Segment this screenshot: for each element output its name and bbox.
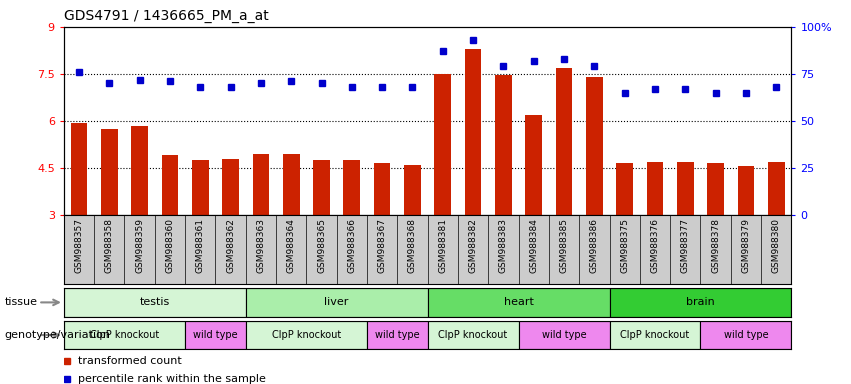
Text: wild type: wild type bbox=[542, 330, 586, 340]
Bar bbox=[367, 321, 427, 349]
Bar bbox=[313, 160, 330, 215]
Bar bbox=[435, 74, 451, 215]
Text: GSM988366: GSM988366 bbox=[347, 218, 357, 273]
Text: GSM988359: GSM988359 bbox=[135, 218, 144, 273]
Bar bbox=[707, 163, 724, 215]
Text: ClpP knockout: ClpP knockout bbox=[438, 330, 508, 340]
Text: wild type: wild type bbox=[375, 330, 420, 340]
Text: genotype/variation: genotype/variation bbox=[4, 330, 111, 340]
Text: GSM988378: GSM988378 bbox=[711, 218, 720, 273]
Bar bbox=[64, 288, 246, 317]
Text: ClpP knockout: ClpP knockout bbox=[620, 330, 689, 340]
Bar bbox=[609, 321, 700, 349]
Bar bbox=[283, 154, 300, 215]
Bar bbox=[344, 160, 360, 215]
Bar bbox=[186, 321, 246, 349]
Text: GSM988360: GSM988360 bbox=[165, 218, 174, 273]
Text: GSM988384: GSM988384 bbox=[529, 218, 538, 273]
Bar bbox=[616, 163, 633, 215]
Text: GSM988367: GSM988367 bbox=[378, 218, 386, 273]
Bar bbox=[427, 288, 609, 317]
Text: GDS4791 / 1436665_PM_a_at: GDS4791 / 1436665_PM_a_at bbox=[64, 9, 269, 23]
Bar bbox=[404, 165, 420, 215]
Text: liver: liver bbox=[324, 297, 349, 308]
Text: brain: brain bbox=[686, 297, 715, 308]
Bar bbox=[101, 129, 117, 215]
Text: GSM988386: GSM988386 bbox=[590, 218, 599, 273]
Bar bbox=[495, 76, 511, 215]
Bar bbox=[556, 68, 573, 215]
Bar bbox=[162, 156, 178, 215]
Bar bbox=[246, 288, 427, 317]
Text: GSM988368: GSM988368 bbox=[408, 218, 417, 273]
Text: GSM988383: GSM988383 bbox=[499, 218, 508, 273]
Text: ClpP knockout: ClpP knockout bbox=[271, 330, 341, 340]
Bar bbox=[246, 321, 367, 349]
Bar bbox=[131, 126, 148, 215]
Text: GSM988379: GSM988379 bbox=[741, 218, 751, 273]
Text: GSM988365: GSM988365 bbox=[317, 218, 326, 273]
Text: GSM988362: GSM988362 bbox=[226, 218, 235, 273]
Text: GSM988361: GSM988361 bbox=[196, 218, 205, 273]
Bar bbox=[677, 162, 694, 215]
Text: GSM988375: GSM988375 bbox=[620, 218, 629, 273]
Bar bbox=[586, 77, 603, 215]
Bar bbox=[222, 159, 239, 215]
Bar bbox=[64, 321, 186, 349]
Bar bbox=[374, 163, 391, 215]
Text: GSM988385: GSM988385 bbox=[560, 218, 568, 273]
Text: testis: testis bbox=[140, 297, 170, 308]
Text: GSM988376: GSM988376 bbox=[650, 218, 660, 273]
Bar bbox=[700, 321, 791, 349]
Text: GSM988381: GSM988381 bbox=[438, 218, 448, 273]
Text: GSM988364: GSM988364 bbox=[287, 218, 295, 273]
Bar bbox=[71, 122, 88, 215]
Text: tissue: tissue bbox=[4, 297, 37, 308]
Bar bbox=[427, 321, 518, 349]
Bar bbox=[192, 160, 208, 215]
Bar bbox=[647, 162, 663, 215]
Bar bbox=[518, 321, 609, 349]
Text: GSM988380: GSM988380 bbox=[772, 218, 780, 273]
Text: wild type: wild type bbox=[193, 330, 237, 340]
Text: GSM988358: GSM988358 bbox=[105, 218, 114, 273]
Bar bbox=[465, 49, 482, 215]
Bar bbox=[525, 115, 542, 215]
Text: GSM988377: GSM988377 bbox=[681, 218, 690, 273]
Text: GSM988382: GSM988382 bbox=[469, 218, 477, 273]
Text: ClpP knockout: ClpP knockout bbox=[90, 330, 159, 340]
Bar bbox=[609, 288, 791, 317]
Text: percentile rank within the sample: percentile rank within the sample bbox=[78, 374, 266, 384]
Text: wild type: wild type bbox=[723, 330, 768, 340]
Text: GSM988363: GSM988363 bbox=[256, 218, 266, 273]
Bar bbox=[253, 154, 269, 215]
Bar bbox=[768, 162, 785, 215]
Text: GSM988357: GSM988357 bbox=[75, 218, 83, 273]
Bar bbox=[738, 166, 754, 215]
Text: transformed count: transformed count bbox=[78, 356, 182, 366]
Text: heart: heart bbox=[504, 297, 534, 308]
